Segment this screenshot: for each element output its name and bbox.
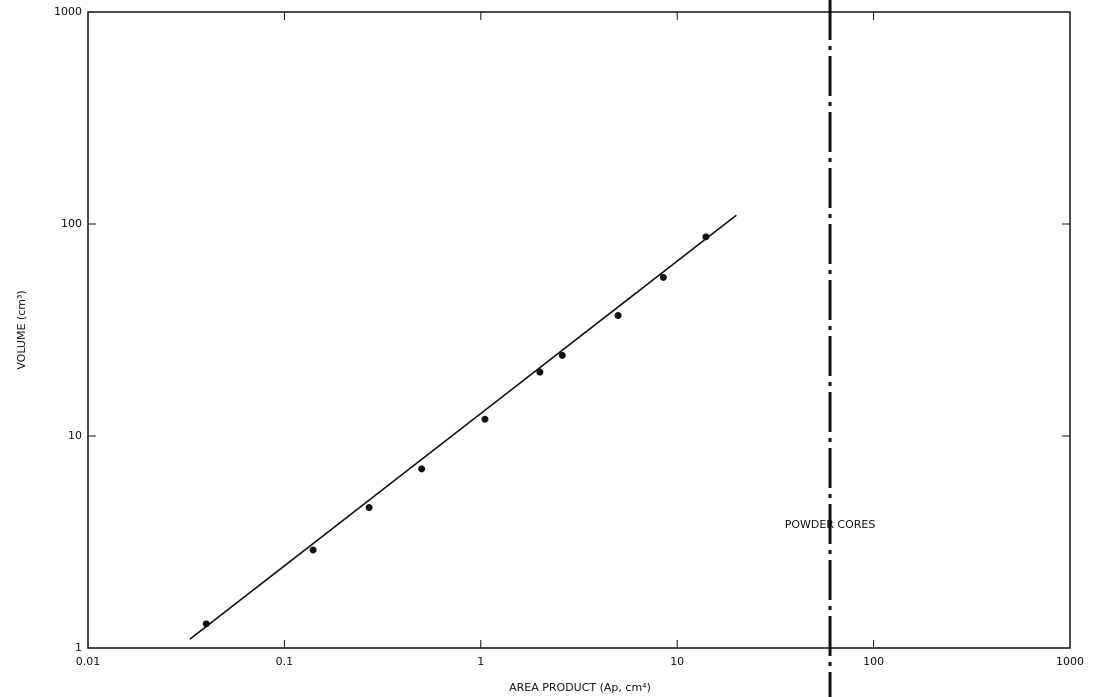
data-point [418, 465, 425, 472]
data-point [660, 274, 667, 281]
data-point [203, 620, 210, 627]
x-tick-label: 1000 [1056, 655, 1084, 668]
reference-label: POWDER CORES [785, 518, 876, 531]
y-axis-label: VOLUME (cm³) [15, 290, 28, 369]
data-point [702, 233, 709, 240]
x-axis-label: AREA PRODUCT (Ap, cm⁴) [509, 681, 651, 694]
fit-line [190, 215, 736, 639]
data-point [366, 504, 373, 511]
y-tick-label: 10 [68, 429, 82, 442]
data-point [615, 312, 622, 319]
plot-frame [88, 12, 1070, 648]
data-point [536, 369, 543, 376]
data-point [559, 352, 566, 359]
x-tick-label: 0.1 [276, 655, 294, 668]
x-tick-label: 1 [477, 655, 484, 668]
data-point [310, 546, 317, 553]
y-tick-label: 1 [75, 641, 82, 654]
data-point [481, 416, 488, 423]
x-tick-label: 100 [863, 655, 884, 668]
y-tick-label: 1000 [54, 5, 82, 18]
y-tick-label: 100 [61, 217, 82, 230]
x-tick-label: 0.01 [76, 655, 101, 668]
chart: AREA PRODUCT (Ap, cm⁴) VOLUME (cm³) 0.01… [0, 0, 1095, 697]
x-tick-label: 10 [670, 655, 684, 668]
